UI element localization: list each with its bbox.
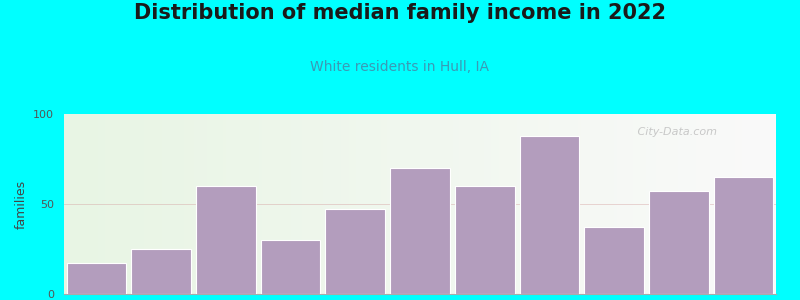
Text: City-Data.com: City-Data.com — [634, 127, 717, 136]
Text: White residents in Hull, IA: White residents in Hull, IA — [310, 60, 490, 74]
Bar — [520, 136, 579, 294]
Bar — [390, 168, 450, 294]
Text: Distribution of median family income in 2022: Distribution of median family income in … — [134, 3, 666, 23]
Y-axis label: families: families — [14, 179, 28, 229]
Bar — [649, 191, 709, 294]
Bar — [66, 263, 126, 294]
Bar — [585, 227, 644, 294]
Bar — [196, 186, 255, 294]
Bar — [261, 240, 320, 294]
Bar — [326, 209, 385, 294]
Bar — [131, 249, 191, 294]
Bar — [714, 177, 774, 294]
Bar — [455, 186, 514, 294]
